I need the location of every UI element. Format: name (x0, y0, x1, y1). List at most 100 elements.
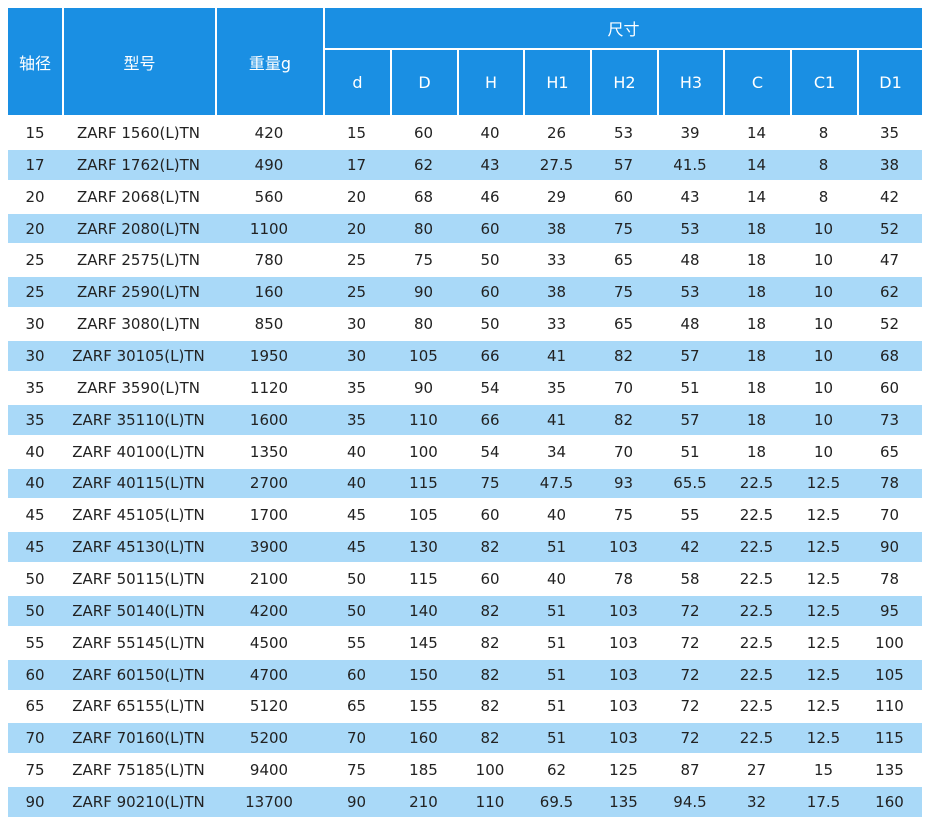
table-cell: 17 (25, 155, 45, 174)
table-cell: 22.5 (739, 570, 774, 588)
table-cell: ZARF 2575(L)TN (77, 251, 200, 270)
table-cell: 62 (879, 283, 900, 302)
header-group: 尺寸 (325, 8, 922, 48)
table-cell: 51 (546, 665, 567, 684)
table-cell: 150 (409, 665, 438, 684)
row-background (8, 149, 922, 180)
table-cell: 15 (25, 123, 45, 142)
table-cell: 70 (346, 729, 367, 748)
table-cell: 90 (413, 283, 434, 302)
table-cell: 160 (875, 793, 904, 812)
table-cell: 780 (254, 251, 284, 270)
table-cell: 22.5 (739, 538, 774, 557)
table-cell: 46 (480, 187, 500, 206)
table-cell: 69.5 (539, 793, 574, 812)
table-cell: 4500 (249, 633, 289, 652)
table-cell: 4700 (249, 665, 289, 684)
table-cell: 420 (254, 123, 284, 142)
table-cell: 10 (813, 442, 834, 461)
table-cell: 55 (25, 633, 45, 652)
table-cell: 40 (480, 123, 500, 142)
table-cell: 103 (609, 538, 638, 557)
table-cell: 12.5 (806, 506, 841, 525)
table-cell: 65.5 (673, 474, 707, 493)
table-cell: 90 (25, 793, 45, 812)
table-cell: 51 (546, 697, 567, 716)
table-cell: 2100 (249, 570, 289, 588)
table-cell: ZARF 2080(L)TN (77, 219, 200, 238)
table-cell: 25 (25, 251, 45, 270)
table-cell: 27.5 (539, 155, 574, 174)
header-subcell: D (392, 50, 457, 115)
table-cell: 48 (680, 315, 700, 334)
table-cell: ZARF 70160(L)TN (72, 729, 205, 748)
table-cell: 38 (546, 283, 567, 302)
table-cell: ZARF 1762(L)TN (77, 155, 200, 174)
table-cell: ZARF 50115(L)TN (72, 570, 205, 588)
row-background (8, 723, 922, 754)
table-cell: 55 (346, 633, 367, 652)
table-cell: 75 (480, 474, 500, 493)
table-cell: 10 (813, 251, 834, 270)
table-cell: 45 (25, 538, 45, 557)
table-cell: 82 (613, 410, 634, 429)
table-cell: 51 (546, 601, 567, 620)
table-cell: 40 (546, 570, 567, 588)
header-cell: 轴径 (8, 8, 62, 115)
table-cell: 2700 (249, 474, 289, 493)
table-cell: 135 (609, 793, 638, 812)
table-cell: 75 (25, 761, 45, 780)
table-cell: 103 (609, 665, 638, 684)
table-cell: 38 (879, 155, 900, 174)
table-cell: 110 (475, 793, 505, 812)
table-cell: 130 (409, 538, 438, 557)
table-cell: 15 (346, 123, 367, 142)
table-cell: ZARF 35110(L)TN (72, 410, 205, 429)
table-cell: 70 (879, 506, 900, 525)
table-cell: 70 (613, 378, 634, 397)
table-cell: 75 (346, 761, 367, 780)
table-cell: 65 (879, 442, 900, 461)
table-cell: 25 (346, 283, 367, 302)
table-cell: 54 (480, 442, 500, 461)
table-cell: 125 (609, 761, 638, 780)
table-cell: 60 (413, 123, 434, 142)
table-cell: 38 (546, 219, 567, 238)
table-cell: ZARF 2590(L)TN (77, 283, 200, 302)
table-cell: 78 (879, 474, 900, 493)
table-cell: 41 (546, 346, 567, 365)
table-cell: 45 (25, 506, 45, 525)
table-cell: 73 (879, 410, 900, 429)
table-cell: 53 (613, 123, 634, 142)
table-cell: 105 (409, 506, 438, 525)
header-subcell: H1 (525, 50, 590, 115)
table-cell: 25 (346, 251, 367, 270)
header-subcell: d (325, 50, 390, 115)
table-cell: 32 (746, 793, 767, 812)
table-cell: 18 (746, 251, 767, 270)
table-cell: 51 (546, 538, 567, 557)
table-cell: 60 (480, 283, 500, 302)
row-background (8, 277, 922, 308)
table-cell: 135 (875, 761, 904, 780)
table-cell: 50 (346, 570, 367, 588)
row-background (8, 787, 922, 817)
table-cell: 35 (346, 410, 367, 429)
row-background (8, 213, 922, 244)
table-cell: 155 (409, 697, 438, 716)
table-cell: 17.5 (806, 793, 841, 812)
table-cell: 50 (25, 570, 45, 588)
table-cell: 560 (254, 187, 284, 206)
header-subcell: C (725, 50, 790, 115)
table-cell: 145 (409, 633, 438, 652)
table-cell: 1350 (249, 442, 289, 461)
table-cell: 57 (680, 346, 700, 365)
table-cell: 65 (613, 251, 634, 270)
table-cell: 22.5 (739, 601, 774, 620)
table-cell: 20 (25, 187, 45, 206)
row-background (8, 341, 922, 371)
table-cell: 50 (480, 251, 500, 270)
table-cell: 40 (346, 442, 367, 461)
table-cell: 53 (680, 219, 700, 238)
header-subcell: D1 (859, 50, 922, 115)
